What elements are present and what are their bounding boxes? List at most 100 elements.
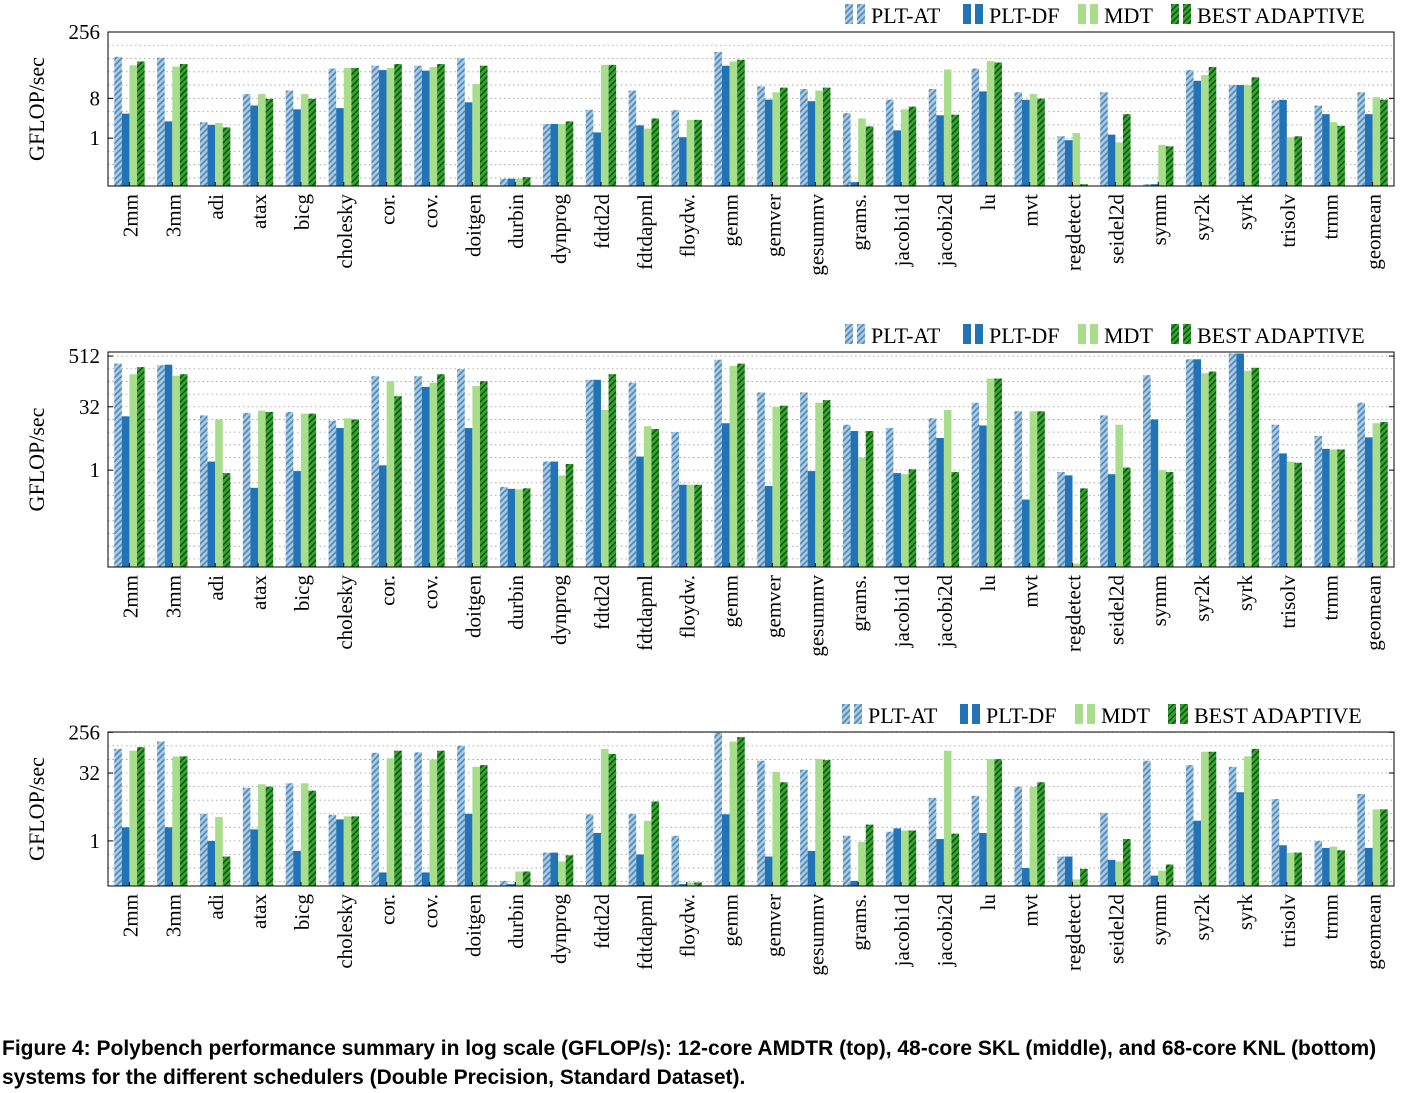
bar-mdt-fdtdapml — [643, 426, 652, 567]
bar-plt-df-3mm — [164, 827, 173, 886]
legend-swatch-plt-at — [845, 4, 853, 24]
bar-mdt-adi — [215, 419, 223, 567]
x-tick-label-3mm: 3mm — [161, 894, 185, 937]
bar-plt-at-fdtdapml — [628, 813, 637, 886]
legend-label-plt-at: PLT-AT — [871, 3, 941, 28]
bar-plt-at-adi — [199, 813, 208, 886]
bar-best-adaptive-lu — [994, 759, 1002, 886]
bar-plt-df-syrk — [1236, 353, 1244, 567]
bar-plt-df-adi — [207, 124, 216, 186]
bar-plt-df-fdtdapml — [636, 125, 644, 186]
bar-plt-at-fdtd2d — [585, 109, 594, 186]
x-tick-label-gesummv: gesummv — [804, 575, 828, 657]
x-tick-label-fdtdapml: fdtdapml — [633, 194, 657, 270]
legend-swatch-plt-at — [857, 4, 865, 24]
x-tick-label-jacobi2d: jacobi2d — [933, 894, 957, 968]
legend-swatch-best-adaptive — [1171, 4, 1179, 24]
bar-mdt-fdtdapml — [643, 128, 652, 186]
y-tick-label: 256 — [69, 20, 101, 44]
bar-mdt-gemver — [772, 771, 781, 886]
x-tick-label-lu: lu — [976, 194, 1000, 211]
bar-mdt-2mm — [129, 750, 138, 886]
bar-best-adaptive-atax — [265, 98, 274, 186]
bar-plt-at-bicg — [285, 90, 294, 186]
bar-plt-at-3mm — [157, 741, 165, 886]
y-tick-label: 1 — [90, 458, 101, 482]
bar-plt-at-geomean — [1357, 793, 1365, 886]
bar-best-adaptive-jacobi2d — [951, 114, 960, 186]
bar-best-adaptive-cor — [394, 64, 402, 186]
bar-mdt-dynprog — [558, 475, 566, 567]
bar-plt-df-fdtd2d — [593, 379, 601, 567]
bar-plt-df-jacobi1d — [893, 828, 902, 886]
bar-plt-df-trisolv — [1279, 453, 1287, 567]
bar-best-adaptive-gesummv — [822, 87, 831, 186]
bar-mdt-gemver — [772, 406, 781, 567]
bar-mdt-syrk — [1243, 756, 1252, 886]
bar-plt-df-gemm — [721, 814, 730, 886]
legend-label-plt-at: PLT-AT — [868, 703, 938, 728]
bar-mdt-gemm — [729, 61, 738, 187]
bar-plt-df-adi — [207, 840, 216, 886]
bar-mdt-2mm — [129, 65, 138, 186]
x-tick-label-syrk: syrk — [1233, 194, 1257, 231]
legend-swatch-mdt — [1078, 324, 1086, 344]
y-tick-label: 32 — [79, 761, 100, 785]
bar-plt-df-mvt — [1022, 868, 1030, 886]
bar-mdt-cholesky — [343, 816, 352, 886]
x-tick-label-trmm: trmm — [1319, 194, 1343, 240]
bar-mdt-cholesky — [343, 418, 352, 567]
x-tick-label-trisolv: trisolv — [1276, 894, 1300, 948]
x-tick-label-cholesky: cholesky — [333, 575, 357, 650]
legend-label-plt-df: PLT-DF — [989, 3, 1060, 28]
x-tick-label-gesummv: gesummv — [804, 194, 828, 276]
bar-mdt-seidel2d — [1115, 861, 1123, 886]
bar-best-adaptive-gesummv — [822, 400, 831, 567]
x-tick-label-gemver: gemver — [761, 575, 785, 638]
bar-plt-df-adi — [207, 461, 216, 567]
bar-mdt-jacobi1d — [901, 474, 909, 567]
bar-plt-df-fdtd2d — [593, 832, 601, 886]
bar-best-adaptive-regdetect — [1080, 184, 1088, 186]
x-tick-label-cholesky: cholesky — [333, 194, 357, 269]
bar-plt-df-cholesky — [336, 428, 344, 567]
bar-mdt-symm — [1158, 470, 1166, 567]
bar-mdt-fdtd2d — [600, 748, 609, 886]
x-tick-label-geomean: geomean — [1362, 894, 1386, 970]
bar-best-adaptive-trmm — [1337, 125, 1345, 186]
legend-swatch-mdt — [1075, 704, 1083, 724]
bar-mdt-gemm — [729, 741, 738, 886]
bar-plt-at-trisolv — [1271, 798, 1280, 886]
bar-mdt-atax — [258, 784, 266, 886]
bar-plt-df-syr2k — [1193, 359, 1202, 567]
bar-plt-at-fdtd2d — [585, 814, 594, 886]
bar-plt-df-lu — [979, 425, 987, 567]
x-tick-label-trmm: trmm — [1319, 894, 1343, 940]
bar-plt-df-regdetect — [1064, 140, 1073, 186]
x-tick-label-doitgen: doitgen — [461, 894, 485, 957]
x-tick-label-cor: cor. — [376, 894, 400, 925]
figure-caption: Figure 4: Polybench performance summary … — [2, 1037, 1377, 1089]
bar-mdt-gesummv — [815, 758, 823, 886]
bar-plt-at-adi — [199, 415, 208, 567]
x-tick-label-grams: grams. — [847, 894, 871, 951]
bar-plt-df-geomean — [1364, 114, 1373, 186]
x-tick-label-jacobi1d: jacobi1d — [890, 894, 914, 968]
bar-plt-df-syrk — [1236, 792, 1244, 886]
x-tick-label-adi: adi — [204, 194, 228, 220]
bar-best-adaptive-bicg — [308, 98, 317, 186]
x-tick-label-lu: lu — [976, 894, 1000, 911]
bar-mdt-geomean — [1372, 97, 1381, 186]
legend-label-mdt: MDT — [1101, 703, 1150, 728]
bar-plt-at-symm — [1143, 184, 1151, 186]
bar-plt-at-geomean — [1357, 402, 1365, 567]
bar-mdt-cov — [429, 759, 438, 886]
legend-swatch-plt-at — [842, 704, 850, 724]
bar-plt-at-3mm — [157, 365, 165, 567]
bar-mdt-grams — [858, 118, 866, 186]
bar-mdt-adi — [215, 816, 223, 886]
plot-frame — [107, 31, 1395, 187]
bar-plt-at-syr2k — [1185, 359, 1194, 567]
bar-plt-at-syr2k — [1185, 70, 1194, 186]
bar-plt-df-bicg — [293, 471, 301, 567]
